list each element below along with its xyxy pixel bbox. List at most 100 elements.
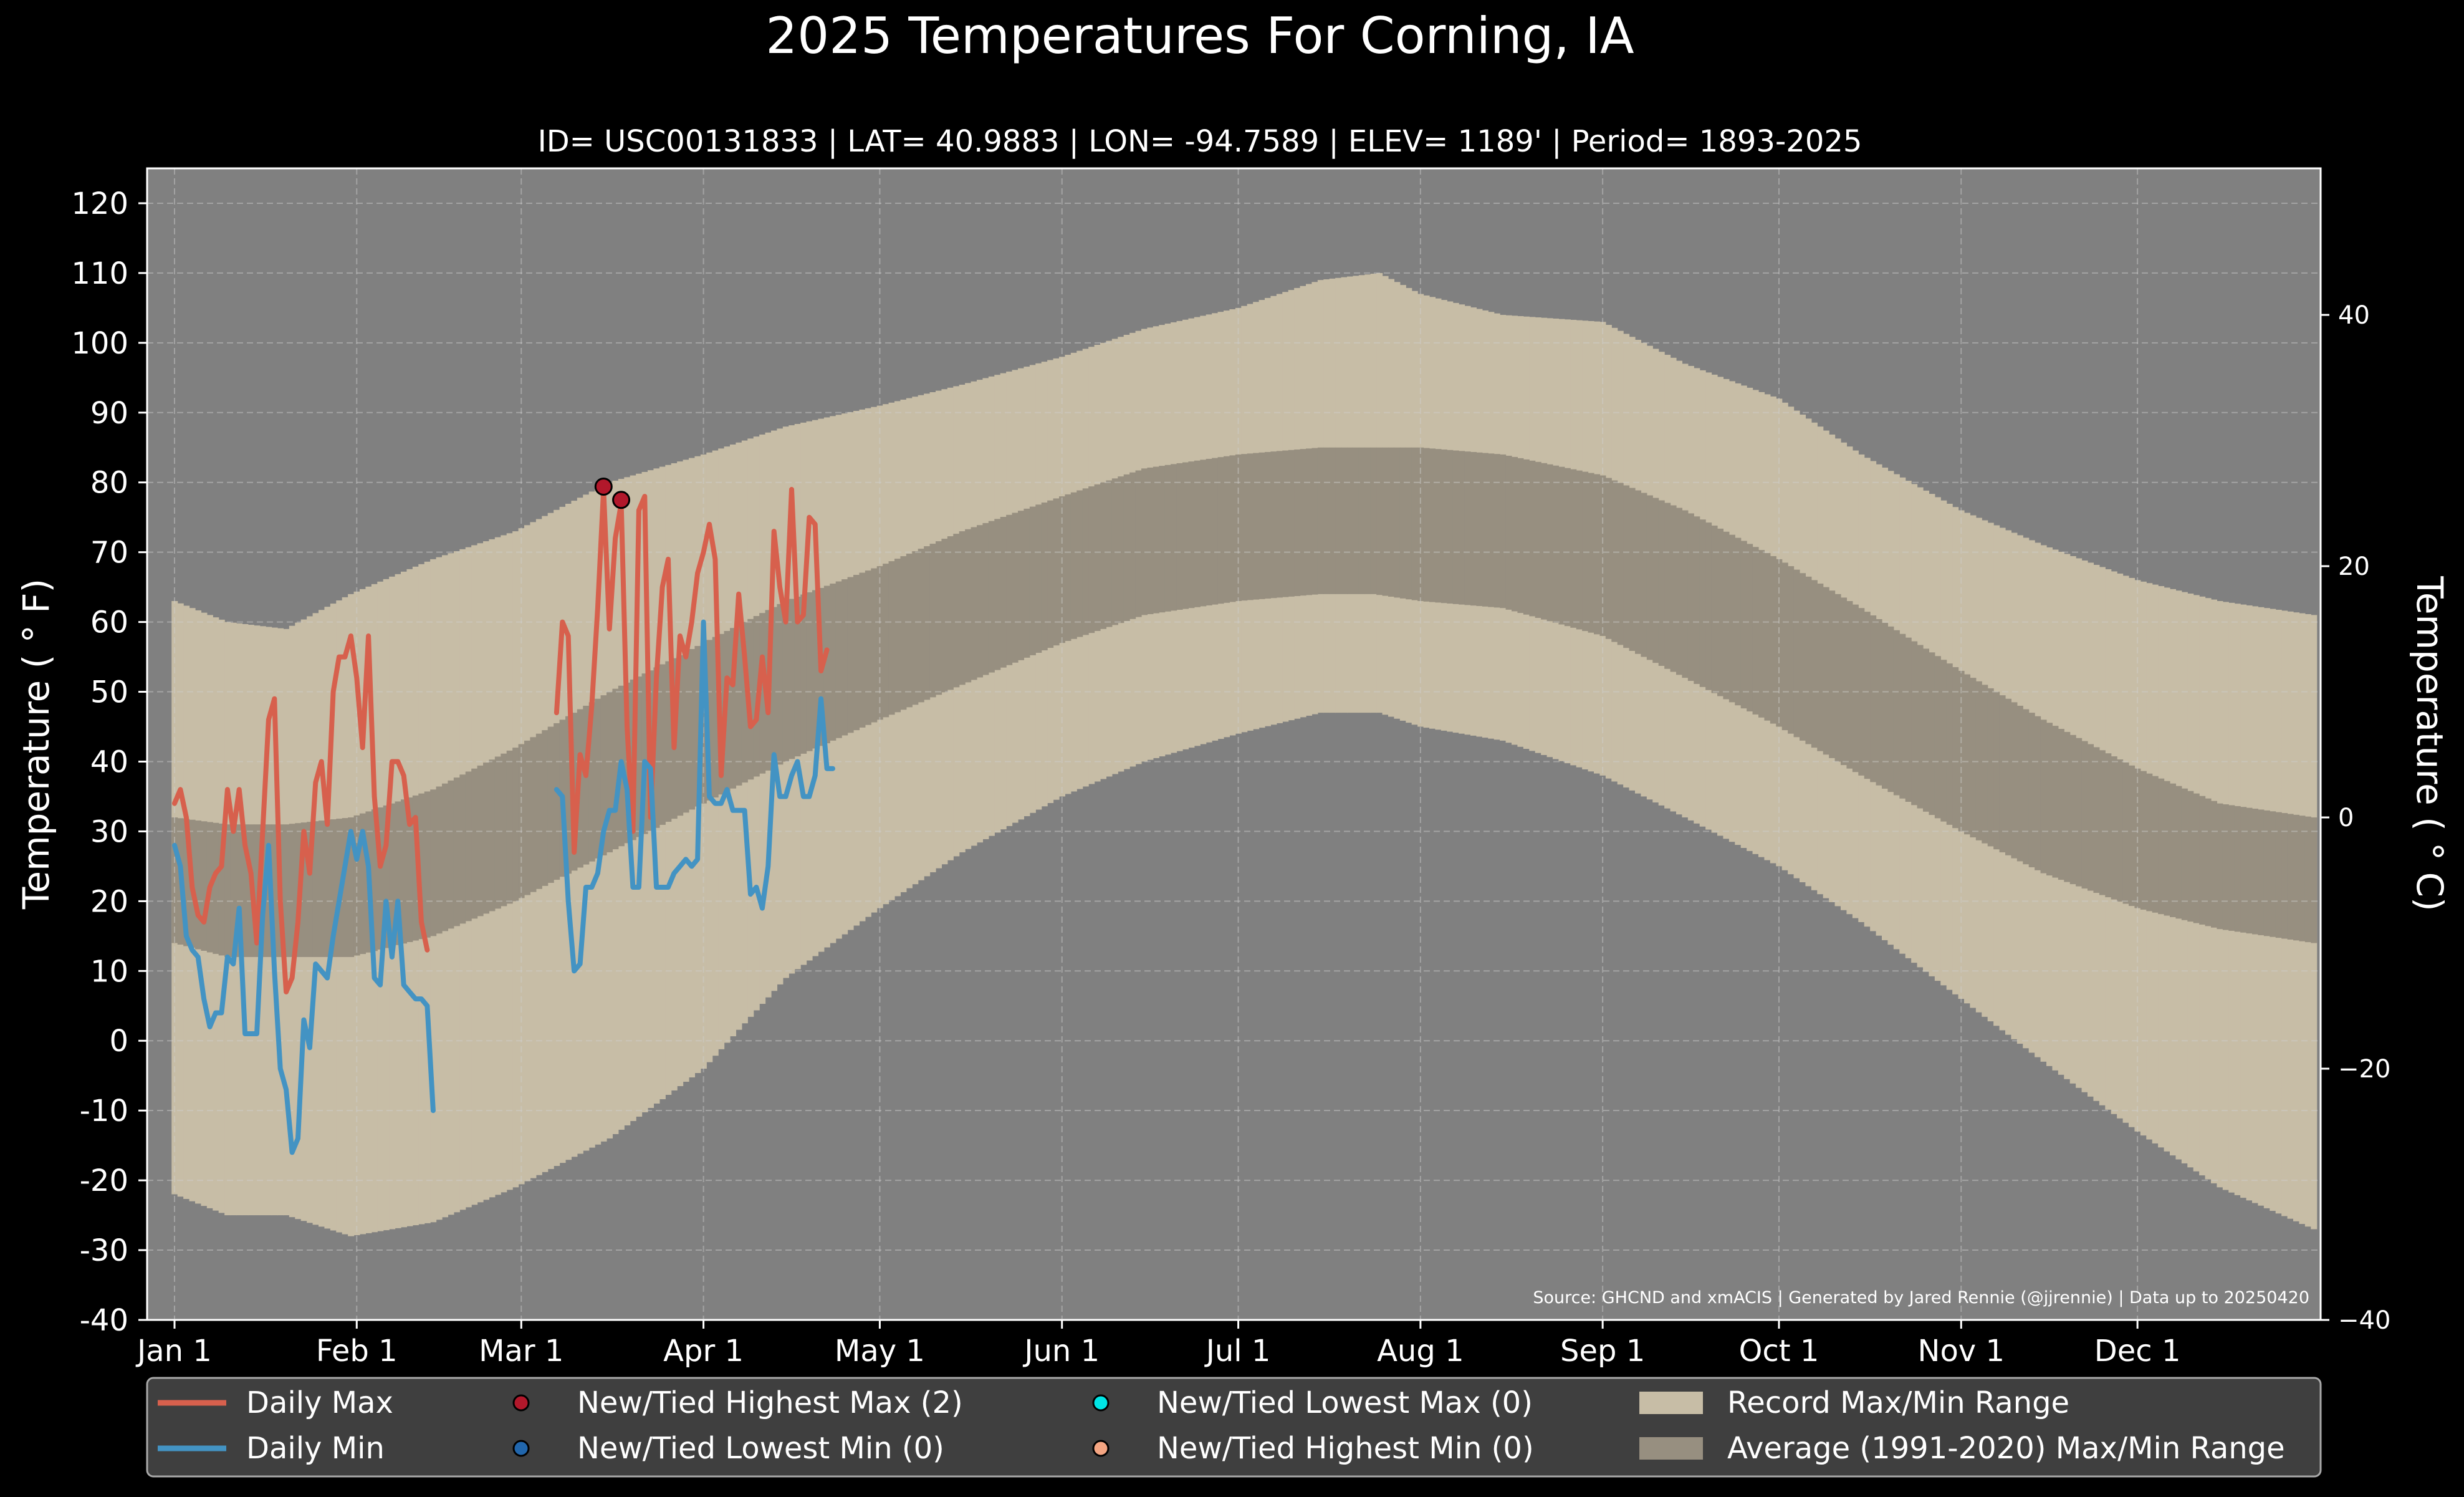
normal-range-bar xyxy=(994,519,1001,670)
x-tick-label: Aug 1 xyxy=(1377,1334,1464,1369)
x-tick-label: Oct 1 xyxy=(1739,1334,1819,1369)
normal-range-bar xyxy=(554,723,560,880)
normal-range-bar xyxy=(1341,447,1348,594)
normal-range-bar xyxy=(236,824,243,957)
normal-range-bar xyxy=(1694,516,1700,684)
normal-range-bar xyxy=(1406,447,1412,600)
normal-range-bar xyxy=(2011,702,2018,859)
normal-range-bar xyxy=(1182,462,1189,609)
normal-range-bar xyxy=(1070,492,1077,639)
daily-max-line xyxy=(172,486,830,994)
normal-range-bar xyxy=(1728,534,1735,703)
normal-range-bar xyxy=(906,554,913,708)
source-note: Source: GHCND and xmACIS | Generated by … xyxy=(1533,1288,2309,1307)
normal-range-bar xyxy=(1817,584,1824,751)
normal-range-bar xyxy=(1194,460,1201,607)
normal-range-bar xyxy=(1846,601,1853,769)
normal-range-bar xyxy=(823,585,830,744)
normal-range-bar xyxy=(924,546,931,700)
normal-range-bar xyxy=(1258,452,1265,599)
normal-range-bar xyxy=(2293,814,2300,941)
normal-range-bar xyxy=(377,807,384,950)
y-tick-label: -30 xyxy=(80,1233,128,1268)
plot-frame xyxy=(146,167,2322,1321)
normal-range-bar xyxy=(1088,486,1095,633)
legend-highest-min-label: New/Tied Highest Min (0) xyxy=(1157,1431,1534,1466)
normal-range-bar xyxy=(1353,447,1359,594)
normal-range-bar xyxy=(800,594,807,754)
normal-range-bar xyxy=(448,780,454,929)
normal-range-bar xyxy=(312,821,319,957)
normal-range-bar xyxy=(1711,525,1718,693)
normal-range-bar xyxy=(1476,452,1483,607)
normal-range-bar xyxy=(1464,451,1471,605)
normal-range-bar xyxy=(1317,447,1324,594)
y-tick-label: 50 xyxy=(90,675,128,710)
normal-range-bar xyxy=(254,824,261,957)
normal-range-bar xyxy=(1135,470,1142,617)
normal-range-bar xyxy=(483,763,490,914)
normal-range-bar xyxy=(1523,459,1530,615)
normal-range-bar xyxy=(2299,816,2306,941)
normal-range-bar xyxy=(2146,773,2153,912)
normal-range-bar xyxy=(1082,488,1089,635)
x-tick-label: Sep 1 xyxy=(1560,1334,1645,1369)
normal-range-bar xyxy=(2134,768,2141,908)
plot-area: Source: GHCND and xmACIS | Generated by … xyxy=(146,167,2322,1321)
y-tick-label: 80 xyxy=(90,466,128,501)
normal-range-bar xyxy=(542,730,549,886)
normal-range-bar xyxy=(1459,451,1465,605)
normal-range-bar xyxy=(1253,453,1260,600)
record-highest-max-marker xyxy=(594,477,613,496)
normal-range-bar xyxy=(1611,480,1618,642)
y2-tick-label: −20 xyxy=(2338,1055,2390,1084)
normal-range-bar xyxy=(1311,448,1318,595)
normal-range-bar xyxy=(465,771,472,922)
normal-range-bar xyxy=(700,643,707,804)
normal-range-bar xyxy=(853,575,860,731)
normal-range-bar xyxy=(1664,503,1671,669)
normal-range-bar xyxy=(1200,460,1207,607)
normal-range-bar xyxy=(1217,457,1224,604)
normal-range-bar xyxy=(900,556,907,710)
normal-range-bar xyxy=(2099,750,2106,895)
normal-range-bar xyxy=(501,753,507,907)
normal-range-bar xyxy=(1059,496,1066,643)
normal-range-bar xyxy=(360,813,367,955)
normal-range-bar xyxy=(1652,498,1659,663)
normal-range-bar xyxy=(1893,630,1900,796)
y-axis-right: −40 −20 0 20 40 xyxy=(2321,301,2390,1335)
normal-range-bar xyxy=(1635,490,1642,654)
normal-range-bar xyxy=(588,702,595,862)
normal-range-bar xyxy=(936,541,942,695)
legend-lowest-min-label: New/Tied Lowest Min (0) xyxy=(577,1431,944,1466)
normal-range-bar xyxy=(2234,806,2241,932)
normal-range-bar xyxy=(1176,463,1183,610)
normal-range-bar xyxy=(183,819,190,946)
y-axis-left: -40 -30 -20 -10 0 10 20 30 40 50 60 70 80 90 100 110 120 xyxy=(71,186,147,1338)
normal-range-bar xyxy=(600,695,607,855)
legend-record-range-swatch xyxy=(1639,1392,1703,1414)
normal-range-bar xyxy=(1735,537,1742,706)
y-tick-label: -10 xyxy=(80,1094,128,1129)
normal-range-bar xyxy=(1905,637,1912,802)
normal-range-bar xyxy=(1699,519,1706,687)
normal-range-bar xyxy=(1641,493,1647,657)
legend-box xyxy=(146,1377,2322,1478)
normal-range-bar xyxy=(330,819,337,957)
normal-range-bar xyxy=(883,564,889,718)
x-tick-label: Jul 1 xyxy=(1204,1334,1271,1369)
normal-range-bar xyxy=(2016,705,2023,862)
normal-range-bar xyxy=(689,648,696,810)
normal-range-bar xyxy=(1852,604,1859,773)
normal-range-bar xyxy=(847,577,854,733)
normal-range-bar xyxy=(1094,484,1101,631)
normal-range-bar xyxy=(2199,796,2206,925)
legend-highest-max-marker xyxy=(512,1394,530,1412)
normal-range-bar xyxy=(1376,447,1383,595)
normal-range-bar xyxy=(1952,667,1959,829)
normal-range-bar xyxy=(371,809,378,951)
x-tick-label: Mar 1 xyxy=(479,1334,563,1369)
normal-range-bar xyxy=(2052,726,2059,878)
